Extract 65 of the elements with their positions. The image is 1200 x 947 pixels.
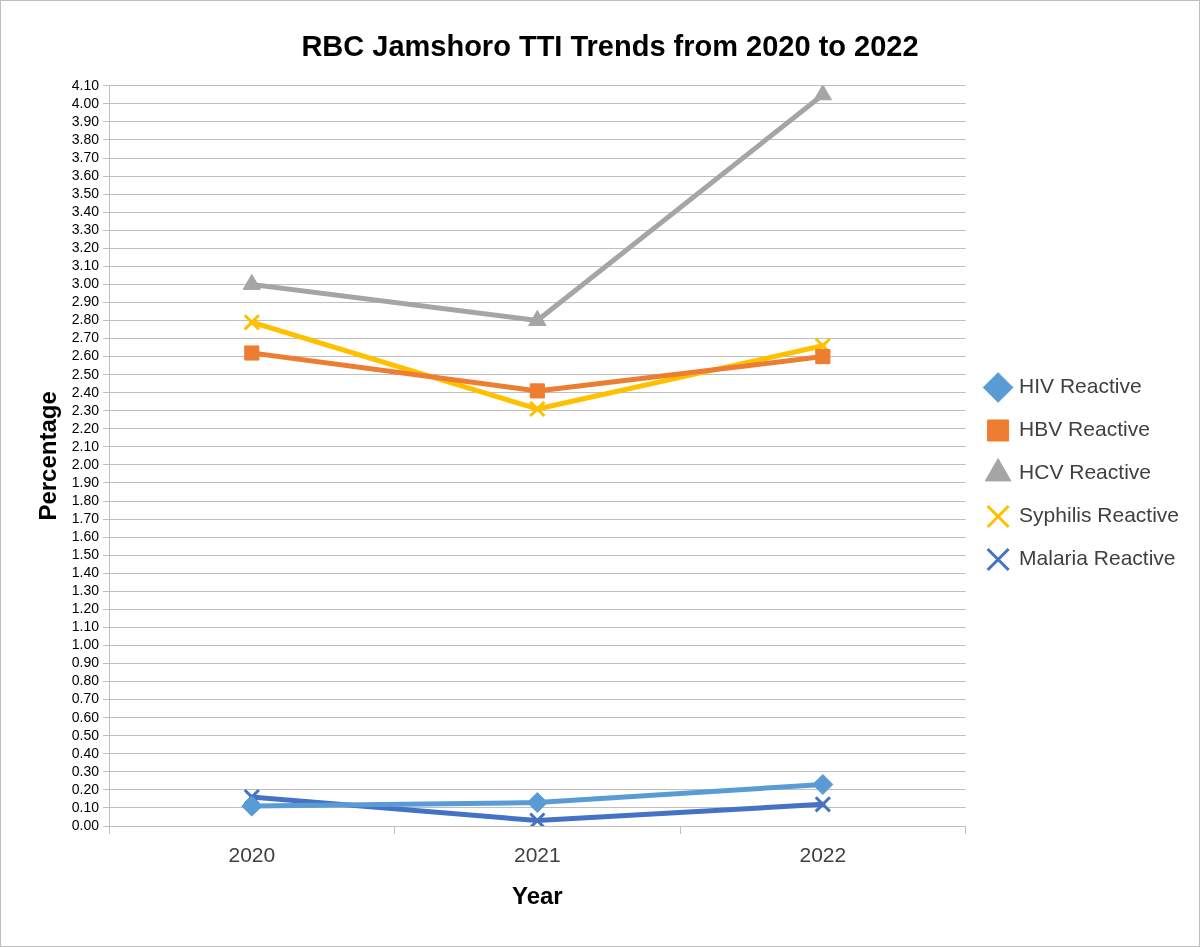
- y-tick-label: 3.80: [71, 130, 100, 147]
- y-tick-label: 0.20: [71, 780, 100, 797]
- y-tick-label: 4.00: [71, 94, 100, 111]
- x-tick-label: 2021: [513, 843, 561, 867]
- y-tick-label: 3.40: [71, 203, 100, 220]
- y-tick-label: 3.90: [71, 112, 100, 129]
- y-tick-label: 2.60: [71, 347, 100, 364]
- y-tick-label: 0.70: [71, 690, 100, 707]
- y-axis-title: Percentage: [34, 391, 62, 521]
- y-tick-label: 4.10: [71, 76, 100, 93]
- x-tick-label: 2022: [799, 843, 847, 867]
- y-tick-label: 2.50: [71, 365, 100, 382]
- legend-label: HBV Reactive: [1019, 417, 1150, 441]
- y-tick-label: 2.10: [71, 437, 100, 454]
- x-axis-title: Year: [511, 882, 563, 910]
- y-tick-label: 1.20: [71, 600, 100, 617]
- point: [815, 349, 831, 365]
- point: [812, 773, 834, 795]
- y-tick-label: 2.20: [71, 419, 100, 436]
- legend-label: Malaria Reactive: [1019, 546, 1176, 570]
- y-tick-label: 3.60: [71, 166, 100, 183]
- y-tick-label: 1.90: [71, 473, 100, 490]
- y-tick-label: 2.30: [71, 401, 100, 418]
- y-tick-label: 2.00: [71, 455, 100, 472]
- y-tick-label: 0.00: [71, 816, 100, 833]
- y-tick-label: 0.90: [71, 654, 100, 671]
- point: [813, 85, 832, 101]
- y-tick-label: 0.30: [71, 762, 100, 779]
- legend-label: HIV Reactive: [1019, 374, 1142, 398]
- point: [528, 812, 546, 826]
- point: [814, 795, 832, 813]
- y-tick-label: 2.70: [71, 329, 100, 346]
- point: [528, 400, 546, 418]
- x-tick-label: 2020: [228, 843, 276, 867]
- y-tick-label: 2.90: [71, 293, 100, 310]
- y-tick-label: 3.00: [71, 275, 100, 292]
- point: [243, 788, 261, 806]
- y-tick-label: 1.50: [71, 546, 100, 563]
- legend-label: Syphilis Reactive: [1019, 503, 1180, 527]
- point: [244, 345, 260, 361]
- point: [529, 383, 545, 399]
- y-tick-label: 1.70: [71, 509, 100, 526]
- y-tick-label: 1.80: [71, 491, 100, 508]
- y-tick-label: 1.30: [71, 582, 100, 599]
- y-tick-label: 3.30: [71, 221, 100, 238]
- y-tick-label: 3.50: [71, 184, 100, 201]
- point: [241, 795, 263, 817]
- point: [243, 313, 261, 331]
- y-tick-label: 1.60: [71, 528, 100, 544]
- y-tick-label: 0.60: [71, 708, 100, 725]
- y-tick-label: 0.10: [71, 798, 100, 815]
- y-tick-label: 0.50: [71, 726, 100, 743]
- chart-title: RBC Jamshoro TTI Trends from 2020 to 2022: [301, 30, 919, 63]
- y-tick-label: 0.80: [71, 672, 100, 689]
- y-tick-label: 3.20: [71, 239, 100, 256]
- point: [526, 792, 548, 814]
- y-tick-label: 3.10: [71, 257, 100, 274]
- y-tick-label: 0.40: [71, 744, 100, 761]
- y-tick-label: 1.10: [71, 618, 100, 635]
- y-tick-label: 1.00: [71, 636, 100, 653]
- y-tick-label: 3.70: [71, 148, 100, 165]
- y-tick-label: 2.80: [71, 311, 100, 328]
- y-tick-label: 1.40: [71, 564, 100, 581]
- legend-label: HCV Reactive: [1019, 460, 1151, 484]
- y-tick-label: 2.40: [71, 383, 100, 400]
